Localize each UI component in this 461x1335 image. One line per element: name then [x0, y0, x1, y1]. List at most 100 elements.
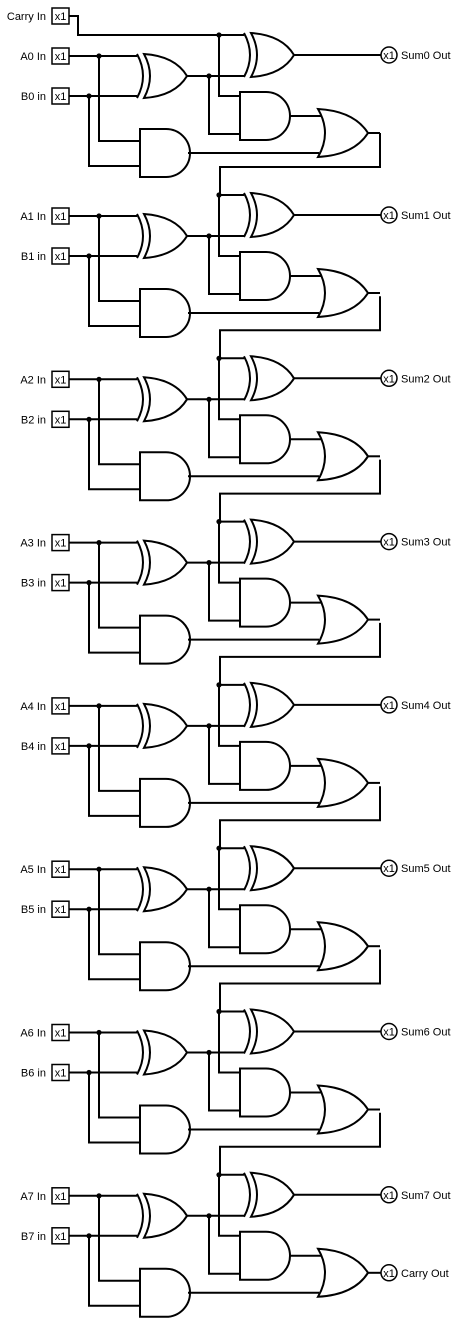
xor-body	[142, 212, 189, 260]
stage-7-and-gate-2	[239, 1230, 291, 1281]
stage-6-a-box-tag: x1	[55, 1028, 67, 1040]
junction-dot	[96, 53, 102, 59]
stage-1-sum-circle	[380, 206, 398, 224]
xor-input-arc	[136, 1030, 144, 1075]
stage-6-xor-gate-2	[243, 1008, 296, 1055]
stage-3-and-gate-1	[139, 614, 191, 665]
stage-6-sum-circle-tag: x1	[383, 1027, 395, 1039]
junction-dot	[86, 416, 92, 422]
stage-7-b-label: B7 in	[21, 1231, 46, 1243]
xor-body	[142, 702, 189, 750]
stage-1-xor-gate-2	[243, 191, 296, 239]
xor-body	[142, 1192, 189, 1239]
stage-6-sum-circle	[380, 1022, 398, 1041]
carry-out-circle	[380, 1264, 398, 1282]
junction-dot	[216, 682, 222, 688]
stage-3-sum-label: Sum3 Out	[401, 537, 451, 549]
xor-body	[249, 31, 296, 79]
stage-3-and-gate-2	[239, 577, 291, 628]
xor-body	[249, 355, 296, 402]
stage-4-xor-gate-1	[136, 702, 189, 750]
stage-2-carry-chain	[219, 296, 381, 359]
stage-3-sum-circle-tag: x1	[383, 537, 395, 549]
stage-3-a-box-tag: x1	[55, 538, 67, 550]
stage-5-carry-chain	[219, 786, 381, 849]
stage-2-a-to-and	[98, 379, 140, 466]
stage-1-a-box-tag: x1	[55, 211, 67, 223]
stage-7-and-gate-1	[139, 1267, 191, 1318]
stage-1-b-to-and	[88, 256, 140, 327]
stage-0-xor-gate-1	[136, 52, 189, 100]
stage-6-xor1-to-and	[208, 1052, 240, 1112]
stage-4-a-label: A4 In	[20, 701, 46, 713]
xor-input-arc	[243, 355, 251, 401]
stage-4-carry-chain	[219, 622, 381, 685]
stage-5-a-to-and	[98, 869, 140, 956]
stage-7-xor-gate-1	[136, 1192, 189, 1239]
stage-0-a-label: A0 In	[20, 51, 46, 63]
stage-2-sum-circle-tag: x1	[383, 373, 395, 385]
carry-out-label: Carry Out	[401, 1268, 449, 1280]
xor-input-arc	[136, 866, 144, 912]
stage-7-b-box-tag: x1	[55, 1231, 67, 1243]
stage-4-sum-circle-tag: x1	[383, 700, 395, 712]
junction-dot	[206, 233, 212, 239]
stage-5-b-to-and	[88, 909, 140, 981]
stage-4-and-gate-2	[239, 740, 291, 791]
junction-dot	[96, 703, 102, 709]
stage-2-or-gate	[316, 431, 370, 482]
junction-dot	[86, 253, 92, 259]
stage-0-or-gate	[316, 107, 370, 159]
stage-5-sum-circle-tag: x1	[383, 863, 395, 875]
stage-2-sum-circle	[380, 369, 398, 388]
stage-0-sum-label: Sum0 Out	[401, 50, 451, 62]
stage-1-xor-gate-1	[136, 212, 189, 260]
stage-0-cin-to-and	[218, 35, 240, 97]
junction-dot	[216, 32, 222, 38]
stage-6-cin-to-and	[218, 1011, 240, 1074]
stage-1-b-box-tag: x1	[55, 251, 67, 263]
junction-dot	[96, 1029, 102, 1036]
xor-body	[249, 518, 296, 565]
junction-dot	[216, 519, 222, 525]
junction-dot	[216, 355, 222, 361]
stage-2-and-gate-2	[239, 414, 291, 465]
xor-body	[249, 191, 296, 239]
stage-3-b-label: B3 in	[21, 578, 46, 590]
carry-in-box-tag: x1	[55, 11, 67, 23]
stage-7-sum-circle	[380, 1186, 398, 1204]
stage-4-b-to-and	[88, 745, 140, 817]
xor-input-arc	[243, 1009, 251, 1054]
stage-3-a-label: A3 In	[20, 538, 46, 550]
stage-1-a-to-and	[98, 216, 140, 302]
stage-6-b-box-tag: x1	[55, 1068, 67, 1080]
stage-5-xor-gate-1	[136, 866, 189, 913]
stage-2-xor1-to-and	[208, 399, 240, 459]
xor-input-arc	[136, 53, 144, 99]
stage-6-xor-gate-1	[136, 1029, 189, 1076]
stage-5-a-label: A5 In	[20, 864, 46, 876]
carry-out-circle-tag: x1	[383, 1268, 395, 1280]
xor-body	[142, 376, 189, 423]
stage-4-xor-gate-2	[243, 681, 296, 729]
junction-dot	[96, 1193, 102, 1199]
junction-dot	[96, 866, 102, 872]
stage-2-xor-gate-2	[243, 355, 296, 402]
stage-3-xor-gate-2	[243, 518, 296, 565]
stage-7-a-label: A7 In	[20, 1191, 46, 1203]
stage-6-a-to-and	[98, 1032, 140, 1119]
stage-3-a-to-and	[98, 542, 140, 629]
junction-dot	[96, 540, 102, 546]
stage-6-b-label: B6 in	[21, 1068, 46, 1080]
junction-dot	[86, 743, 92, 749]
xor-input-arc	[243, 519, 251, 565]
junction-dot	[86, 906, 92, 912]
xor-body	[142, 866, 189, 913]
stage-7-sum-circle-tag: x1	[383, 1190, 395, 1202]
xor-input-arc	[136, 540, 144, 586]
stage-7-b-to-and	[88, 1235, 140, 1307]
stage-3-or-gate	[316, 594, 370, 645]
stage-1-and-gate-1	[139, 288, 191, 338]
stage-3-b-box-tag: x1	[55, 578, 67, 590]
